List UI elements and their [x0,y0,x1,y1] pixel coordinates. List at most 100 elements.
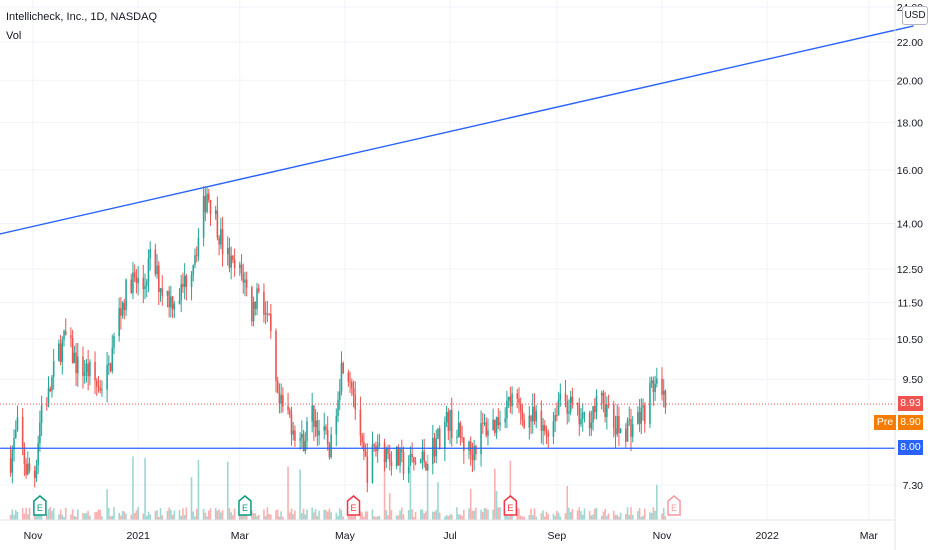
volume-bar [593,508,596,520]
volume-bar [616,514,618,520]
volume-bar [294,510,296,520]
candle-body [581,412,584,419]
candle-body [388,453,391,462]
candle-body [373,444,376,447]
candle-body [631,424,634,437]
volume-bar [421,509,424,520]
volume-bar [338,508,341,520]
candle-body [523,419,525,428]
candle-body [232,255,234,260]
volume-bar [387,515,389,520]
volume-bar [425,511,427,520]
volume-bar [178,510,181,520]
volume-bar [109,516,112,520]
trendline [0,25,914,235]
premarket-label-badge: Pre [874,415,896,431]
volume-bar [656,484,658,520]
volume-bar [568,507,570,520]
volume-bar [299,469,301,520]
volume-bar [280,511,282,520]
candle-body [602,392,605,405]
candle-body [432,437,434,464]
volume-bar [619,512,622,520]
volume-bar [604,509,606,520]
volume-bar [149,514,151,520]
candle-body [268,313,270,315]
volume-bar [314,509,317,520]
volume-bar [328,508,331,520]
candle-body [618,416,620,433]
volume-bar [59,509,62,520]
candle-body [27,463,29,475]
volume-bar [220,512,222,520]
candle-body [361,435,363,443]
volume-bar [447,516,450,520]
volume-bar [145,515,148,520]
candle-body [423,451,425,463]
earnings-marker: E [503,495,518,516]
candlestick-series [9,185,667,493]
volume-bar [125,513,127,520]
candle-body [282,395,284,407]
price-axis[interactable]: 24.0022.0020.0018.0016.0014.0012.5011.50… [894,0,923,550]
level-price-badge: 8.00 [898,440,923,456]
volume-bar [423,513,425,520]
candle-body [314,420,317,427]
candle-body [254,301,257,309]
volume-bar [363,516,365,520]
candle-body [13,438,15,450]
candle-body [509,396,512,407]
volume-bar [238,512,241,520]
candle-body [499,422,501,426]
candle-body [461,437,463,439]
currency-selector[interactable]: USD [902,6,928,25]
candle-body [366,456,369,483]
candle-body [571,396,574,404]
volume-bar [264,515,267,520]
volume-bar [83,513,86,520]
volume-bar [366,511,369,520]
candle-body [485,422,488,436]
volume-bar [459,514,462,520]
volume-legend: Vol [6,30,22,42]
candle-body [483,422,486,424]
candle-body [656,378,658,384]
volume-bar [161,515,164,520]
candle-body [445,412,448,423]
candle-body [147,258,150,283]
volume-bar [540,513,543,520]
volume-bar [402,514,405,520]
candle-body [73,352,76,363]
candle-body [449,410,451,431]
candle-body [132,272,134,293]
volume-bar [87,510,89,520]
candle-body [11,449,14,473]
volume-bar [592,514,594,520]
volume-bar [266,507,269,520]
x-tick-label: 2021 [126,530,150,542]
volume-bar [564,513,567,520]
candle-body [347,372,350,382]
volume-bar [202,508,205,520]
volume-bar [557,512,560,520]
volume-bar [287,466,289,520]
candle-body [304,440,307,452]
candle-body [504,418,506,423]
time-axis[interactable]: Nov 2021 Mar May Jul Sep Nov 2022 Mar [0,519,895,542]
volume-bar [552,513,555,520]
candle-body [40,405,43,423]
candle-body [306,421,308,441]
x-tick-label: 2022 [755,530,779,542]
candle-body [390,461,393,466]
x-tick-label: Sep [548,530,567,542]
candle-body [492,419,494,431]
volume-bar [450,514,453,520]
candle-body [456,436,458,438]
volume-bar [638,508,641,520]
volume-bar [278,516,281,520]
volume-bar [407,510,410,520]
candle-body [142,278,145,290]
candle-body [180,284,183,301]
candle-body [33,470,36,478]
